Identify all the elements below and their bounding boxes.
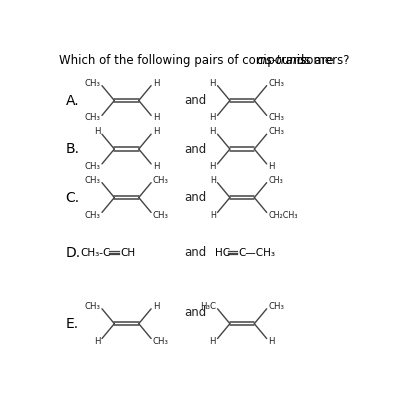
Text: CH₃: CH₃ [84,79,100,87]
Text: H: H [210,79,216,87]
Text: H: H [268,337,275,346]
Text: CH₃: CH₃ [268,113,284,123]
Text: H: H [153,162,159,171]
Text: Which of the following pairs of compounds are: Which of the following pairs of compound… [59,54,337,67]
Text: H: H [153,79,159,87]
Text: H: H [153,127,159,136]
Text: H: H [268,162,275,171]
Text: CH₃: CH₃ [84,210,100,220]
Text: H: H [153,302,159,311]
Text: H: H [210,162,216,171]
Text: and: and [185,246,207,259]
Text: CH₃: CH₃ [268,176,283,184]
Text: CH₃: CH₃ [84,162,100,171]
Text: and: and [185,142,207,155]
Text: H: H [210,127,216,136]
Text: CH: CH [120,247,135,257]
Text: H: H [210,210,216,220]
Text: E.: E. [66,317,79,331]
Text: cis-trans: cis-trans [257,54,307,67]
Text: D.: D. [66,246,81,260]
Text: CH₃: CH₃ [84,302,100,311]
Text: C.: C. [66,191,80,205]
Text: CH₃: CH₃ [268,302,284,311]
Text: CH₃: CH₃ [84,176,100,184]
Text: and: and [185,306,207,319]
Text: H: H [94,337,100,346]
Text: HC: HC [215,247,231,257]
Text: H: H [210,113,216,123]
Text: CH₃: CH₃ [84,113,100,123]
Text: CH₃: CH₃ [153,210,169,220]
Text: H: H [94,127,100,136]
Text: H₃C: H₃C [200,302,216,311]
Text: C—CH₃: C—CH₃ [238,247,275,257]
Text: CH₃: CH₃ [153,337,169,346]
Text: CH₃: CH₃ [268,127,284,136]
Text: H: H [210,176,216,184]
Text: CH₃: CH₃ [153,176,169,184]
Text: and: and [185,94,207,107]
Text: and: and [185,191,207,204]
Text: CH₃-C: CH₃-C [80,247,110,257]
Text: B.: B. [66,142,79,156]
Text: H: H [210,337,216,346]
Text: H: H [153,113,159,123]
Text: A.: A. [66,94,79,108]
Text: CH₂CH₃: CH₂CH₃ [268,210,298,220]
Text: isomers?: isomers? [293,54,349,67]
Text: CH₃: CH₃ [268,79,284,87]
